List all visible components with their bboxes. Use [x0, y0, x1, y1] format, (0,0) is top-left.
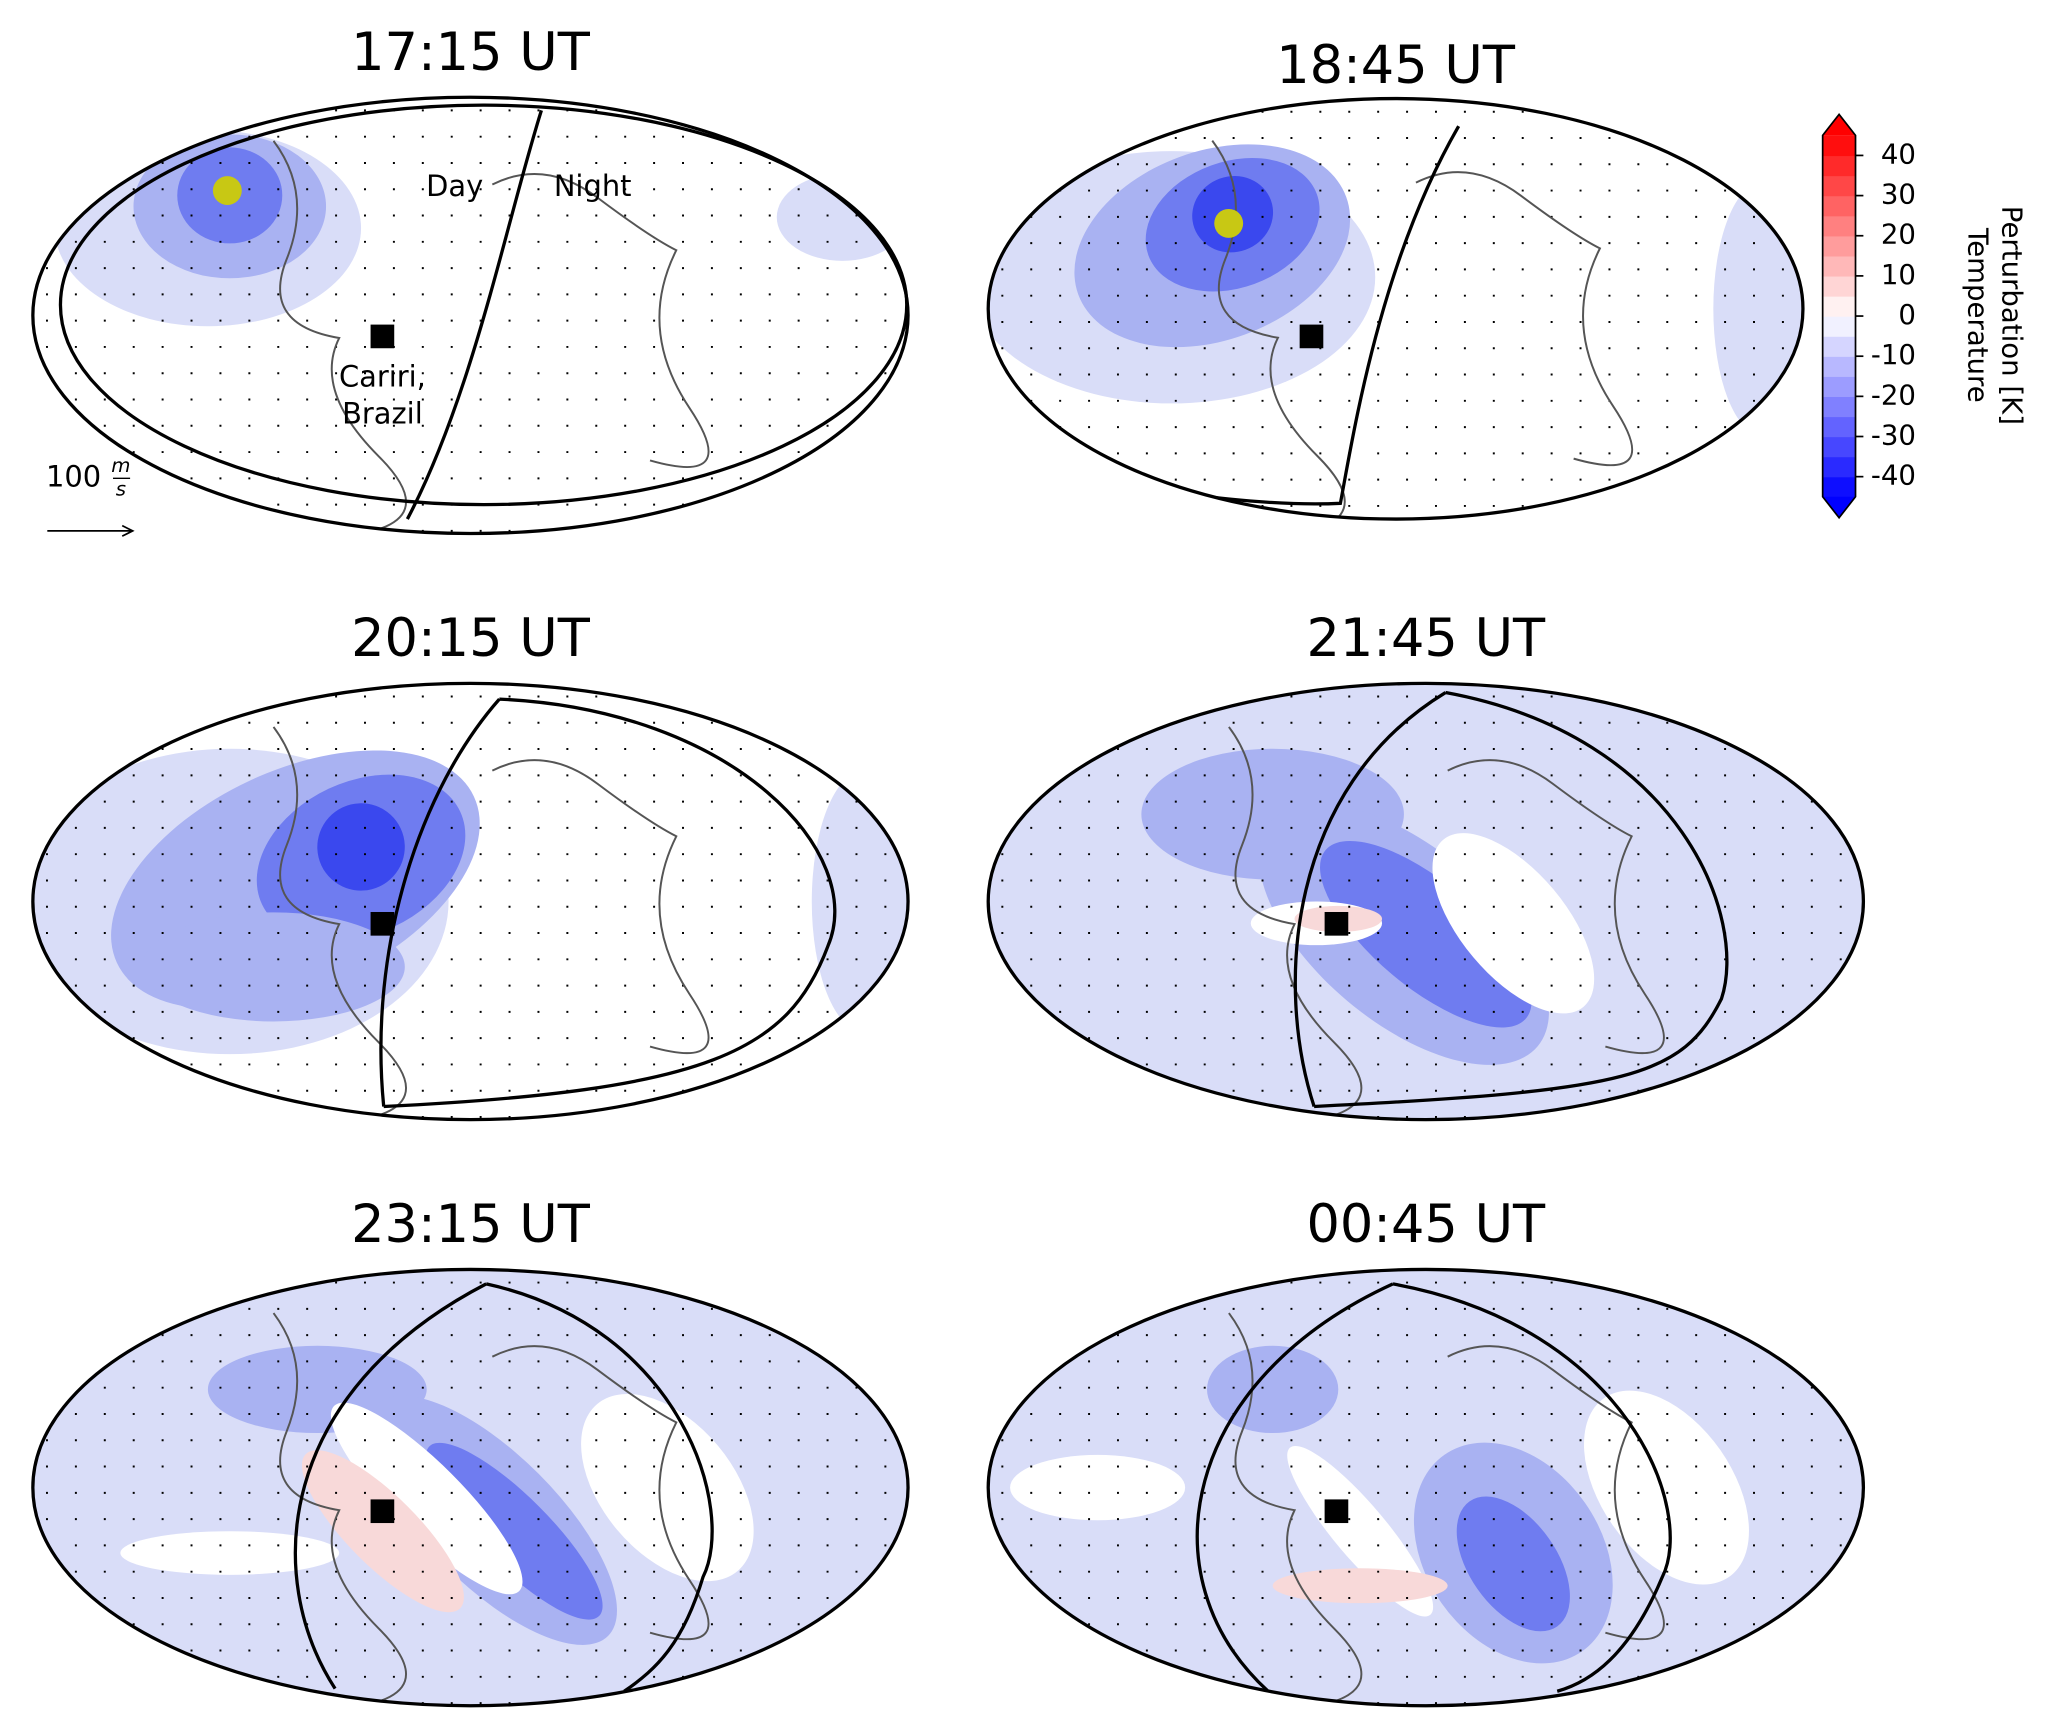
temperature-contour: [1207, 1345, 1339, 1434]
colorbar-band: [1822, 436, 1856, 458]
colorbar-outline: [1821, 112, 1857, 520]
panel-title: 21:45 UT: [1306, 608, 1546, 669]
night-label: Night: [554, 169, 632, 203]
map: [988, 98, 1803, 520]
colorbar-band: [1822, 456, 1856, 478]
terminator: [379, 697, 837, 1109]
colorbar-tick-label: 20: [1881, 218, 1916, 251]
colorbar-band: [1822, 336, 1856, 357]
terminator: [293, 1282, 714, 1693]
colorbar-band: [1822, 356, 1856, 377]
colorbar-tick-label: 0: [1898, 298, 1916, 331]
coastline: [1228, 726, 1665, 1120]
colorbar-tick-label: -30: [1871, 419, 1916, 452]
colorbar-band: [1822, 155, 1856, 177]
colorbar-label: Perturbation [K]: [1996, 206, 2029, 425]
coastline: [272, 1312, 710, 1706]
site-marker: [370, 911, 395, 936]
day-label: Day: [426, 169, 483, 203]
colorbar-band: [1822, 376, 1856, 398]
panel-title: 23:15 UT: [351, 1194, 591, 1255]
colorbar-band: [1822, 195, 1856, 217]
coastline: [1228, 1312, 1665, 1706]
site-label: Brazil: [342, 396, 423, 430]
colorbar-label: Temperature: [1961, 227, 1994, 403]
site-label: Cariri,: [339, 359, 426, 393]
map-border: [986, 1267, 1866, 1708]
scale-value: 100: [46, 459, 101, 493]
coastline: [272, 140, 710, 534]
colorbar-band: [1822, 175, 1856, 197]
temperature-contour: [120, 1531, 340, 1575]
site-marker: [1324, 1499, 1349, 1524]
panel-title: 17:15 UT: [351, 22, 591, 83]
temperature-contour: [1320, 840, 1532, 1028]
site-marker: [1299, 324, 1324, 349]
panel-title: 20:15 UT: [351, 608, 591, 669]
temperature-contour: [1456, 1496, 1570, 1632]
colorbar-band: [1822, 295, 1856, 317]
temperature-contour: [317, 803, 405, 891]
colorbar-tick-label: 10: [1881, 258, 1916, 291]
map: [32, 683, 909, 1120]
colorbar-band: [1822, 215, 1856, 237]
terminator: [405, 109, 543, 520]
colorbar-tick-label: 30: [1881, 178, 1916, 211]
colorbar-band: [1822, 416, 1856, 438]
colorbar-tick-label: -10: [1871, 338, 1916, 371]
map: [988, 683, 1864, 1120]
colorbar-extend: [1822, 114, 1856, 136]
map-border: [31, 681, 910, 1122]
map: [988, 1269, 1864, 1706]
temperature-contour: [330, 1402, 523, 1595]
colorbar-band: [1822, 476, 1856, 498]
epicenter: [1214, 208, 1244, 238]
panel-title: 18:45 UT: [1276, 35, 1516, 96]
temperature-contour: [425, 1442, 603, 1620]
colorbar-extend: [1822, 496, 1856, 518]
temperature-contour: [1432, 833, 1595, 1014]
site-marker: [370, 324, 395, 349]
colorbar-band: [1822, 235, 1856, 257]
terminator: [1195, 1282, 1672, 1693]
site-marker: [1324, 911, 1349, 936]
colorbar-band: [1822, 255, 1856, 277]
epicenter: [212, 176, 242, 206]
colorbar-tick-label: 40: [1881, 137, 1916, 170]
colorbar-band: [1822, 316, 1856, 337]
panel-title: 00:45 UT: [1306, 1194, 1546, 1255]
colorbar-band: [1822, 275, 1856, 297]
colorbar-band: [1822, 135, 1856, 157]
temperature-contour: [811, 770, 909, 1033]
map-border: [986, 681, 1866, 1122]
coastline: [272, 726, 710, 1120]
map-border: [31, 1267, 910, 1708]
temperature-contour: [1272, 1568, 1448, 1604]
scale-arrow: [47, 524, 135, 537]
temperature-contour: [142, 912, 405, 1022]
temperature-contour: [1010, 1454, 1186, 1521]
scale-unit: s: [116, 478, 126, 501]
map: [32, 1269, 909, 1706]
colorbar-band: [1822, 396, 1856, 418]
colorbar-tick-label: -20: [1871, 378, 1916, 411]
colorbar-tick-label: -40: [1871, 459, 1916, 492]
scale-unit: m: [111, 454, 130, 477]
terminator: [1293, 690, 1729, 1109]
map-border: [986, 96, 1805, 521]
temperature-contour: [1713, 182, 1803, 435]
map-border: [31, 95, 910, 536]
site-marker: [370, 1499, 395, 1524]
